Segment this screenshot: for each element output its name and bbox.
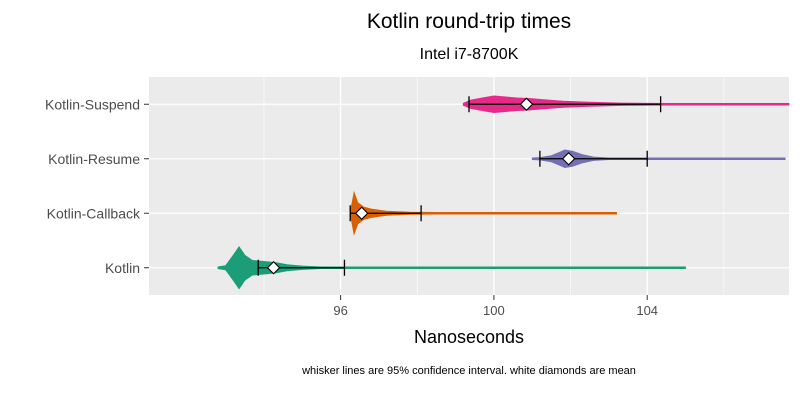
x-tick-label: 104 <box>636 303 658 318</box>
y-axis: Kotlin Kotlin-Callback Kotlin-Resume Kotlin… <box>45 96 149 276</box>
x-tick-label: 96 <box>333 303 347 318</box>
violin-kotlin-callback <box>349 190 617 236</box>
y-tick-label: Kotlin <box>105 260 140 276</box>
chart-subtitle: Intel i7-8700K <box>420 46 519 63</box>
mean-diamond-kotlin <box>266 260 281 275</box>
violin-kotlin <box>217 246 686 290</box>
chart-caption: whisker lines are 95% confidence interva… <box>301 365 636 377</box>
mean-diamond-kotlin-suspend <box>519 97 534 112</box>
y-tick-label: Kotlin-Suspend <box>45 96 140 112</box>
plot-panel <box>149 77 789 295</box>
y-tick-label: Kotlin-Callback <box>47 205 141 221</box>
mean-diamond-kotlin-resume <box>561 151 576 166</box>
chart-title: Kotlin round-trip times <box>367 10 571 33</box>
x-axis-label: Nanoseconds <box>414 327 524 347</box>
x-axis: 96 100 104 <box>333 295 658 318</box>
y-tick-label: Kotlin-Resume <box>48 151 140 167</box>
mean-diamond-kotlin-callback <box>354 206 369 221</box>
means-layer <box>266 97 576 275</box>
violin-kotlin-resume <box>531 149 786 168</box>
x-tick-label: 100 <box>483 303 505 318</box>
